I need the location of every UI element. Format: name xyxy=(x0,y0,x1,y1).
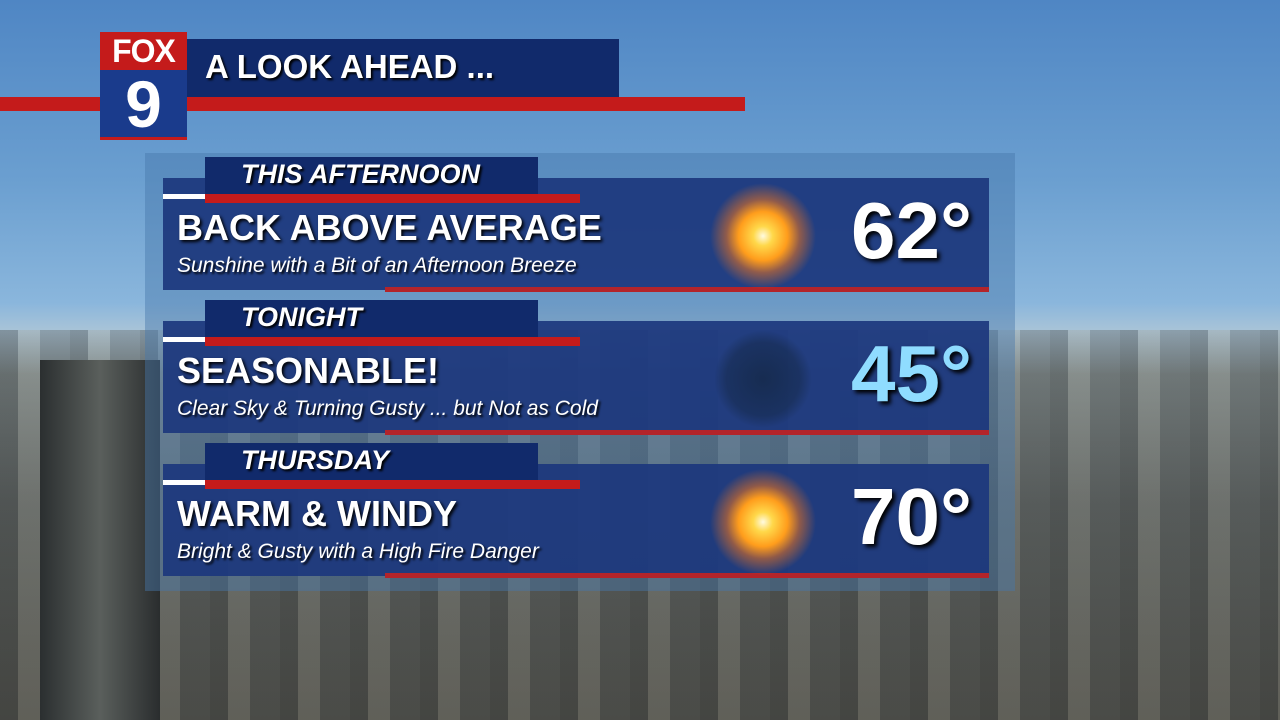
period-label: THIS AFTERNOON xyxy=(241,159,480,189)
forecast-row-afternoon: THIS AFTERNOON BACK ABOVE AVERAGE Sunshi… xyxy=(163,157,989,297)
accent-bottom xyxy=(385,430,989,435)
period-label: TONIGHT xyxy=(241,302,362,332)
detail: Bright & Gusty with a High Fire Danger xyxy=(177,540,539,563)
sun-icon xyxy=(703,181,823,291)
page-title: A LOOK AHEAD ... xyxy=(205,48,495,85)
tower-building xyxy=(40,360,160,720)
clear-night-icon xyxy=(703,324,823,434)
accent-white xyxy=(163,194,207,199)
logo-network: FOX xyxy=(100,32,187,70)
title-bar xyxy=(187,39,619,97)
accent-bottom xyxy=(385,287,989,292)
detail: Clear Sky & Turning Gusty ... but Not as… xyxy=(177,397,598,420)
accent-white xyxy=(163,480,207,485)
headline: BACK ABOVE AVERAGE xyxy=(177,207,602,248)
accent-white xyxy=(163,337,207,342)
period-tab: TONIGHT xyxy=(205,300,538,337)
headline: WARM & WINDY xyxy=(177,493,457,534)
accent-red xyxy=(205,194,580,203)
temperature: 45° xyxy=(851,329,972,418)
accent-red xyxy=(205,480,580,489)
fox9-logo: FOX 9 xyxy=(100,32,187,140)
temperature: 70° xyxy=(851,472,972,561)
period-label: THURSDAY xyxy=(241,445,389,475)
sun-icon xyxy=(703,467,823,577)
logo-channel: 9 xyxy=(125,67,162,141)
detail: Sunshine with a Bit of an Afternoon Bree… xyxy=(177,254,577,277)
period-tab: THIS AFTERNOON xyxy=(205,157,538,194)
accent-red xyxy=(205,337,580,346)
forecast-row-thursday: THURSDAY WARM & WINDY Bright & Gusty wit… xyxy=(163,443,989,583)
period-tab: THURSDAY xyxy=(205,443,538,480)
accent-bottom xyxy=(385,573,989,578)
temperature: 62° xyxy=(851,186,972,275)
forecast-row-tonight: TONIGHT SEASONABLE! Clear Sky & Turning … xyxy=(163,300,989,440)
headline: SEASONABLE! xyxy=(177,350,440,391)
